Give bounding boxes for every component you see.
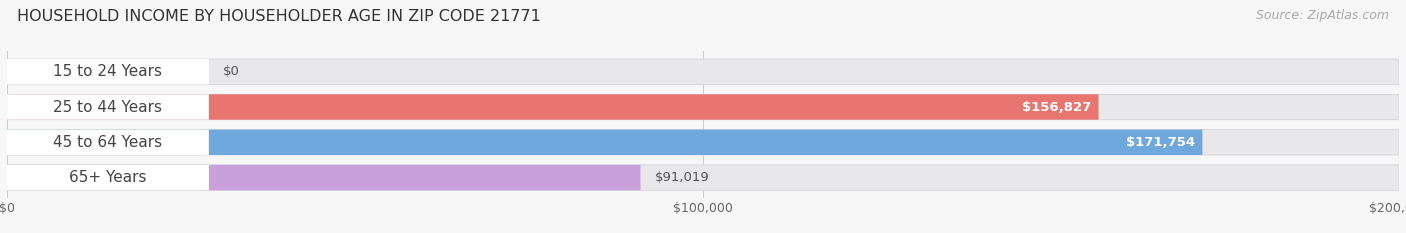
FancyBboxPatch shape (7, 165, 209, 190)
FancyBboxPatch shape (7, 59, 209, 84)
FancyBboxPatch shape (7, 130, 1202, 155)
Text: $171,754: $171,754 (1126, 136, 1195, 149)
Text: Source: ZipAtlas.com: Source: ZipAtlas.com (1256, 9, 1389, 22)
Text: 25 to 44 Years: 25 to 44 Years (53, 99, 163, 114)
Text: $156,827: $156,827 (1022, 100, 1091, 113)
Text: HOUSEHOLD INCOME BY HOUSEHOLDER AGE IN ZIP CODE 21771: HOUSEHOLD INCOME BY HOUSEHOLDER AGE IN Z… (17, 9, 541, 24)
Text: 45 to 64 Years: 45 to 64 Years (53, 135, 163, 150)
FancyBboxPatch shape (7, 94, 1098, 120)
FancyBboxPatch shape (7, 165, 641, 190)
FancyBboxPatch shape (7, 130, 209, 155)
FancyBboxPatch shape (7, 94, 209, 120)
FancyBboxPatch shape (7, 165, 1399, 190)
Text: 65+ Years: 65+ Years (69, 170, 146, 185)
Text: $91,019: $91,019 (654, 171, 709, 184)
FancyBboxPatch shape (7, 59, 1399, 84)
FancyBboxPatch shape (7, 94, 1399, 120)
Text: 15 to 24 Years: 15 to 24 Years (53, 64, 163, 79)
FancyBboxPatch shape (7, 130, 1399, 155)
Text: $0: $0 (222, 65, 239, 78)
